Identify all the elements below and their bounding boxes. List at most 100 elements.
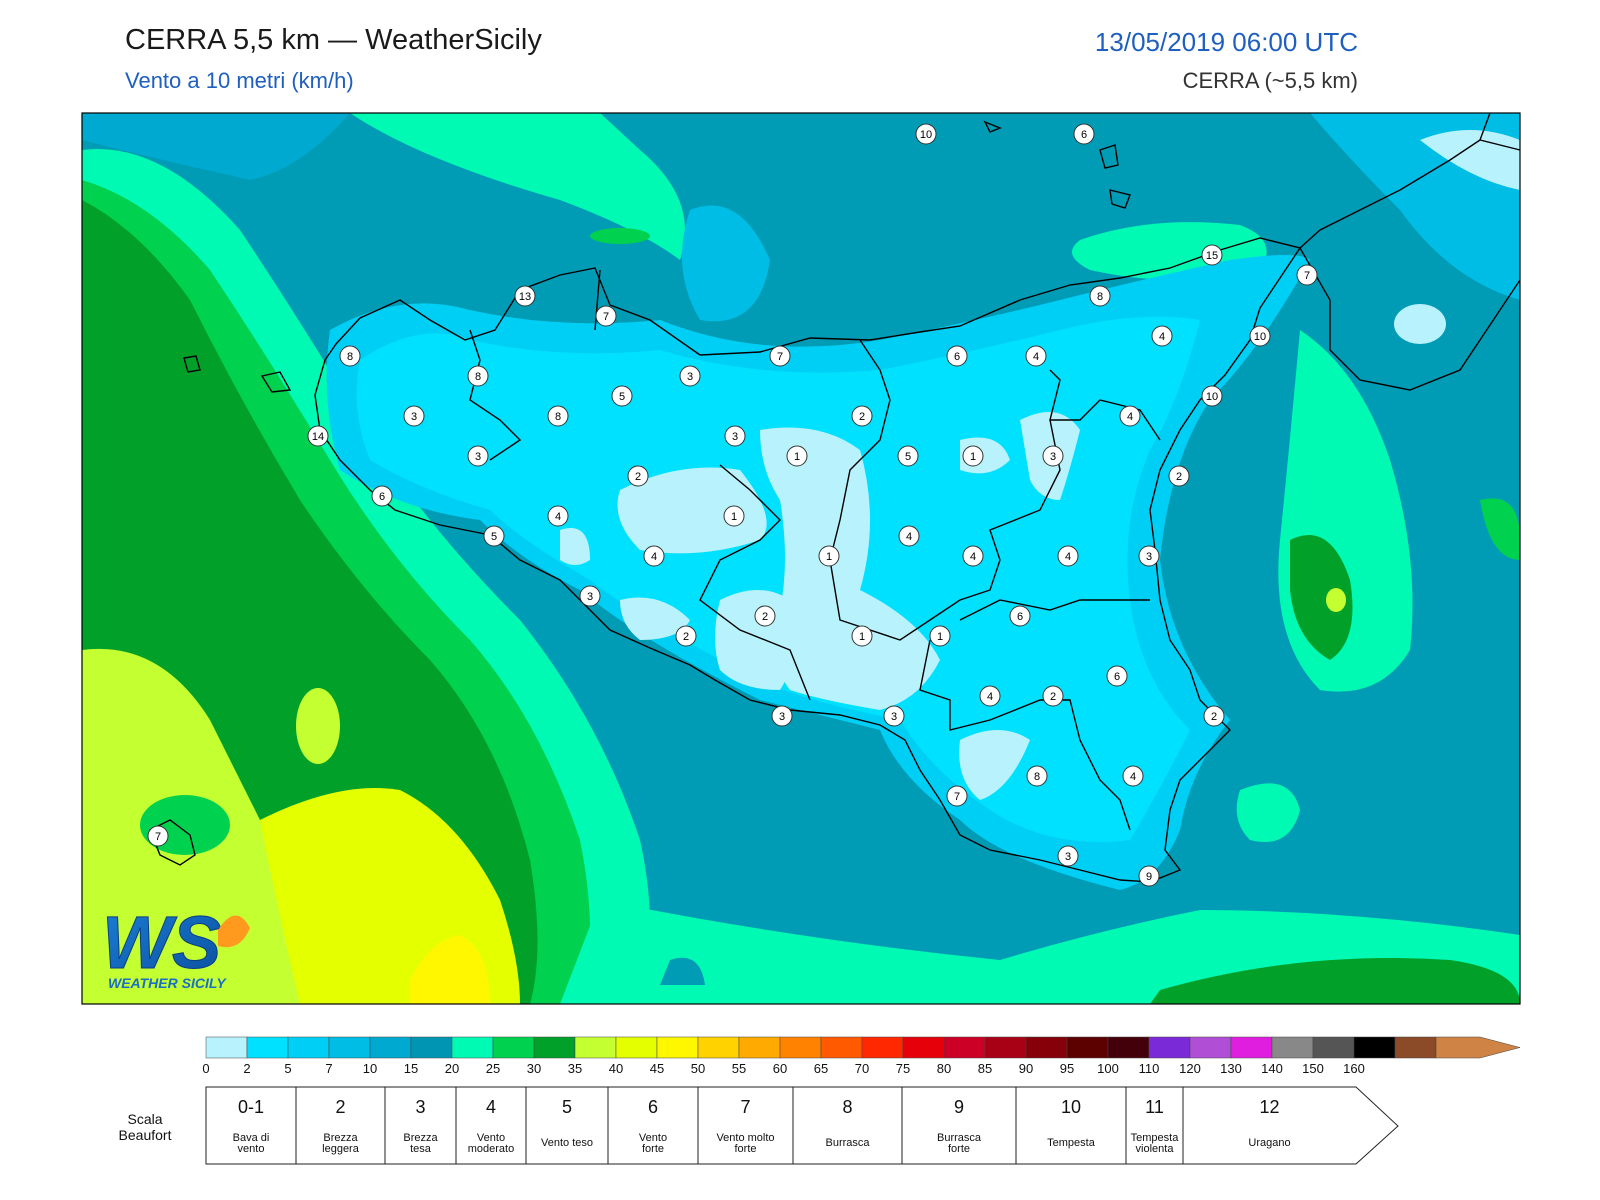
svg-text:5: 5: [619, 391, 625, 403]
station-wind-label: 1: [929, 625, 951, 647]
station-wind-label: 4: [1151, 325, 1173, 347]
color-swatch: [656, 1036, 699, 1059]
color-swatch: [287, 1036, 330, 1059]
map-subtitle: Vento a 10 metri (km/h): [125, 68, 354, 93]
station-wind-label: 7: [1296, 264, 1318, 286]
svg-text:8: 8: [1097, 291, 1103, 303]
station-wind-label: 6: [946, 345, 968, 367]
color-tick-label: 5: [284, 1061, 291, 1076]
station-wind-label: 1: [962, 445, 984, 467]
svg-text:15: 15: [1206, 250, 1218, 262]
color-swatch: [1107, 1036, 1150, 1059]
color-tick-label: 130: [1220, 1061, 1242, 1076]
svg-text:13: 13: [519, 291, 531, 303]
svg-text:6: 6: [1017, 611, 1023, 623]
color-tick-label: 150: [1302, 1061, 1324, 1076]
beaufort-desc: Bava di: [233, 1132, 270, 1144]
svg-text:5: 5: [905, 451, 911, 463]
color-swatch: [492, 1036, 535, 1059]
egadi-islands: [183, 355, 292, 393]
station-wind-label: 8: [1026, 765, 1048, 787]
station-wind-label: 4: [898, 525, 920, 547]
color-tick-label: 7: [325, 1061, 332, 1076]
svg-text:2: 2: [1176, 471, 1182, 483]
svg-text:10: 10: [1206, 391, 1218, 403]
model-label: CERRA (~5,5 km): [1182, 68, 1358, 93]
svg-text:9: 9: [1146, 871, 1152, 883]
lipari-islands: [983, 120, 1131, 209]
station-wind-label: 1: [723, 505, 745, 527]
svg-text:7: 7: [777, 351, 783, 363]
svg-text:4: 4: [1065, 551, 1071, 563]
svg-text:5: 5: [491, 531, 497, 543]
beaufort-label-line1: Scala: [127, 1111, 162, 1127]
color-tick-label: 2: [243, 1061, 250, 1076]
color-swatch-arrow: [1435, 1036, 1521, 1059]
beaufort-label-line2: Beaufort: [119, 1127, 172, 1143]
color-tick-label: 160: [1343, 1061, 1365, 1076]
svg-text:4: 4: [1033, 351, 1039, 363]
station-wind-label: 1: [851, 625, 873, 647]
svg-text:6: 6: [1114, 671, 1120, 683]
color-scale-bar: [205, 1036, 1521, 1059]
wind-field: [82, 113, 1520, 1004]
svg-text:3: 3: [1065, 851, 1071, 863]
station-wind-label: 2: [675, 625, 697, 647]
beaufort-desc-2: forte: [734, 1143, 756, 1155]
station-wind-label: 7: [147, 825, 169, 847]
color-tick-label: 50: [691, 1061, 705, 1076]
beaufort-number: 7: [740, 1097, 750, 1117]
color-tick-label: 55: [732, 1061, 746, 1076]
station-wind-label: 5: [483, 525, 505, 547]
station-wind-label: 8: [547, 405, 569, 427]
svg-text:8: 8: [555, 411, 561, 423]
color-tick-label: 60: [773, 1061, 787, 1076]
color-tick-label: 10: [363, 1061, 377, 1076]
station-wind-label: 3: [579, 585, 601, 607]
svg-text:6: 6: [379, 491, 385, 503]
station-wind-label: 3: [403, 405, 425, 427]
station-wind-label: 7: [769, 345, 791, 367]
station-wind-label: 2: [851, 405, 873, 427]
station-wind-label: 2: [754, 605, 776, 627]
color-swatch: [615, 1036, 658, 1059]
station-wind-label: 4: [643, 545, 665, 567]
color-tick-label: 75: [896, 1061, 910, 1076]
color-tick-label: 110: [1139, 1061, 1160, 1076]
beaufort-desc-2: leggera: [322, 1143, 360, 1155]
station-wind-label: 5: [611, 385, 633, 407]
color-swatch: [1394, 1036, 1437, 1059]
svg-text:10: 10: [1254, 331, 1266, 343]
svg-text:1: 1: [731, 511, 737, 523]
map-title: CERRA 5,5 km — WeatherSicily: [125, 24, 542, 56]
color-swatch: [1066, 1036, 1109, 1059]
svg-text:3: 3: [587, 591, 593, 603]
color-tick-label: 65: [814, 1061, 828, 1076]
color-swatch: [533, 1036, 576, 1059]
svg-text:7: 7: [155, 831, 161, 843]
color-tick-label: 20: [445, 1061, 459, 1076]
color-tick-label: 35: [568, 1061, 582, 1076]
svg-text:2: 2: [635, 471, 641, 483]
station-wind-label: 4: [547, 505, 569, 527]
station-wind-label: 10: [915, 123, 937, 145]
station-wind-label: 3: [1042, 445, 1064, 467]
color-tick-label: 90: [1019, 1061, 1033, 1076]
svg-text:8: 8: [347, 351, 353, 363]
station-wind-label: 2: [1042, 685, 1064, 707]
station-wind-label: 6: [1106, 665, 1128, 687]
forecast-datetime: 13/05/2019 06:00 UTC: [1094, 27, 1358, 57]
beaufort-desc: Tempesta: [1131, 1132, 1180, 1144]
beaufort-number: 0-1: [238, 1097, 264, 1117]
station-wind-label: 3: [1057, 845, 1079, 867]
svg-text:3: 3: [411, 411, 417, 423]
color-swatch: [328, 1036, 371, 1059]
color-tick-label: 0: [202, 1061, 209, 1076]
station-wind-label: 13: [514, 285, 536, 307]
color-swatch: [1312, 1036, 1355, 1059]
svg-text:7: 7: [603, 311, 609, 323]
station-wind-label: 8: [1089, 285, 1111, 307]
station-wind-label: 2: [627, 465, 649, 487]
